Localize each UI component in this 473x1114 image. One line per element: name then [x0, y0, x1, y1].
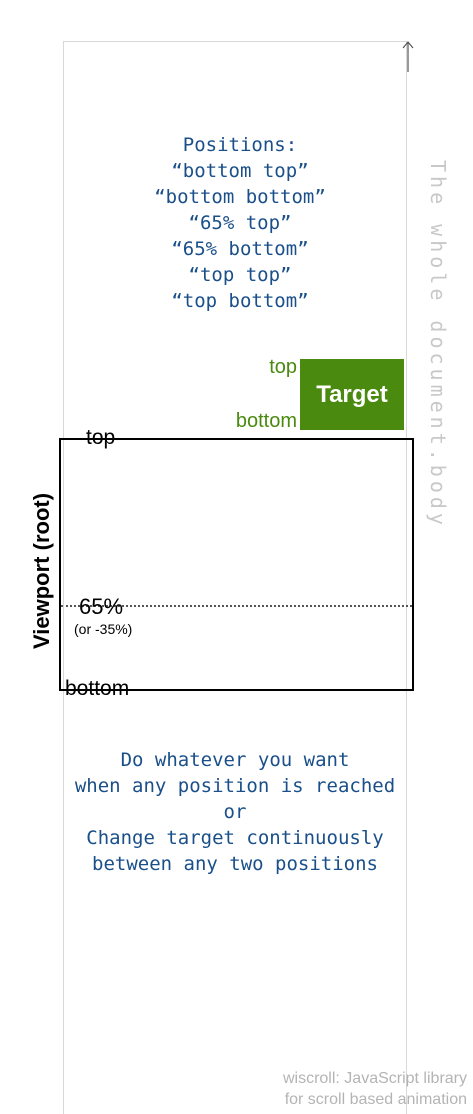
viewport-65-percent-sub-label: (or -35%): [74, 621, 133, 637]
viewport-65-percent-label: 65%: [79, 594, 124, 619]
usage-note-line: or: [223, 801, 247, 823]
document-body-outline: [63, 41, 407, 1114]
credit-line: wiscroll: JavaScript library: [282, 1070, 467, 1087]
usage-note-line: Do whatever you want: [120, 749, 350, 771]
position-item: “65% bottom”: [171, 238, 309, 260]
position-item: “bottom top”: [171, 160, 309, 182]
target-box: Target: [300, 359, 404, 430]
viewport-65-percent-line: [61, 605, 412, 607]
viewport-label: Viewport (root): [29, 492, 54, 650]
target-top-label: top: [269, 356, 297, 378]
position-item: “65% top”: [188, 212, 292, 234]
positions-heading: Positions:: [182, 134, 298, 156]
usage-note: Do whatever you want when any position i…: [30, 747, 440, 877]
library-credit: wiscroll: JavaScript library for scroll …: [283, 1068, 467, 1110]
usage-note-line: when any position is reached: [74, 775, 396, 797]
viewport-box: [59, 438, 414, 691]
position-item: “top bottom”: [171, 290, 309, 312]
target-label: Target: [316, 380, 388, 408]
positions-list: Positions: “bottom top” “bottom bottom” …: [64, 132, 416, 314]
position-item: “bottom bottom”: [154, 186, 326, 208]
viewport-bottom-label: bottom: [65, 677, 130, 700]
viewport-top-label: top: [86, 426, 116, 449]
document-body-label: The whole document.body: [426, 160, 450, 529]
usage-note-line: between any two positions: [92, 853, 378, 875]
target-bottom-label: bottom: [235, 410, 297, 432]
position-item: “top top”: [188, 264, 292, 286]
usage-note-line: Change target continuously: [86, 827, 384, 849]
scroll-up-arrow-icon: [402, 41, 414, 72]
credit-line: for scroll based animation: [284, 1091, 467, 1108]
